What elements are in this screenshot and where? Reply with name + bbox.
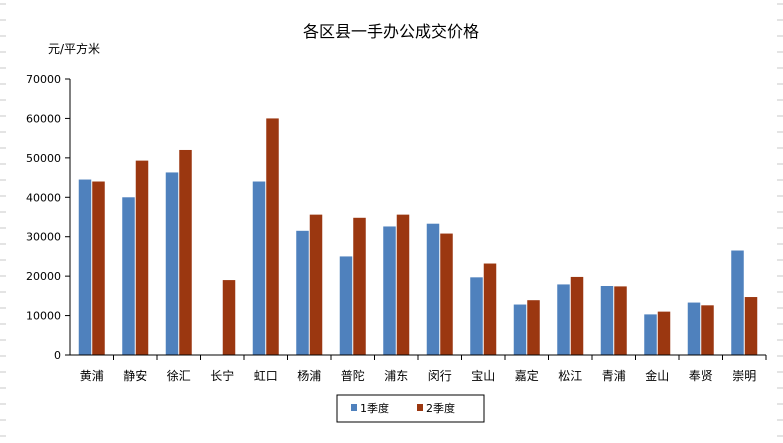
bar-徐汇-series-1 bbox=[165, 172, 179, 355]
bar-崇明-series-2 bbox=[744, 297, 758, 355]
bar-普陀-series-1 bbox=[339, 256, 353, 355]
y-axis-ticks: 0 10000 20000 30000 40000 50000 60000 70000 bbox=[26, 73, 70, 362]
x-tick-label: 嘉定 bbox=[515, 368, 539, 383]
legend-box bbox=[336, 394, 485, 423]
legend: 1季度 2季度 bbox=[336, 394, 485, 423]
x-tick-label: 黄浦 bbox=[80, 369, 104, 383]
y-tick-label: 20000 bbox=[26, 270, 61, 283]
y-tick-label: 60000 bbox=[26, 112, 61, 125]
bar-青浦-series-2 bbox=[614, 286, 627, 355]
x-tick-label: 闵行 bbox=[428, 368, 452, 383]
y-axis-unit-label: 元/平方米 bbox=[48, 41, 100, 56]
bar-奉贤-series-2 bbox=[701, 305, 714, 355]
y-tick-label: 30000 bbox=[26, 231, 61, 244]
bar-虹口-series-2 bbox=[266, 118, 279, 355]
y-tick-label: 10000 bbox=[26, 310, 61, 323]
bar-徐汇-series-2 bbox=[179, 149, 192, 355]
y-tick-label: 40000 bbox=[26, 191, 61, 204]
bar-杨浦-series-2 bbox=[309, 214, 323, 355]
bar-长宁-series-2 bbox=[222, 280, 236, 355]
bar-闵行-series-1 bbox=[426, 223, 440, 355]
bar-浦东-series-1 bbox=[383, 226, 396, 355]
bar-浦东-series-2 bbox=[396, 214, 410, 355]
x-tick-label: 金山 bbox=[645, 368, 669, 383]
bar-金山-series-2 bbox=[657, 311, 671, 355]
x-tick-label: 崇明 bbox=[732, 369, 756, 383]
bar-虹口-series-1 bbox=[252, 181, 266, 355]
x-tick-label: 奉贤 bbox=[689, 369, 713, 383]
legend-swatch-series-2 bbox=[417, 404, 423, 411]
x-axis-labels: 黄浦 静安 徐汇 长宁 虹口 杨浦 普陀 浦东 闵行 宝山 嘉定 松江 青浦 金山 奉贤 崇明 bbox=[80, 355, 767, 383]
bar-静安-series-2 bbox=[135, 160, 149, 355]
bar-宝山-series-1 bbox=[470, 277, 483, 355]
right-edge-dashes bbox=[777, 3, 783, 437]
x-tick-label: 长宁 bbox=[210, 368, 234, 383]
x-tick-label: 静安 bbox=[123, 368, 147, 383]
x-tick-label: 徐汇 bbox=[167, 368, 191, 383]
bar-杨浦-series-1 bbox=[296, 230, 309, 355]
chart-title: 各区县一手办公成交价格 bbox=[303, 22, 479, 41]
bar-宝山-series-2 bbox=[483, 263, 497, 355]
y-tick-label: 70000 bbox=[26, 73, 61, 86]
bar-闵行-series-2 bbox=[440, 233, 453, 355]
bar-松江-series-2 bbox=[570, 276, 584, 355]
x-tick-label: 虹口 bbox=[254, 369, 278, 383]
bar-黄浦-series-1 bbox=[78, 179, 92, 355]
bar-金山-series-1 bbox=[644, 314, 657, 355]
legend-label-series-2: 2季度 bbox=[426, 401, 455, 415]
bars bbox=[78, 118, 758, 355]
x-tick-label: 宝山 bbox=[471, 369, 495, 383]
bar-青浦-series-1 bbox=[600, 286, 614, 355]
x-tick-label: 杨浦 bbox=[297, 368, 321, 383]
legend-swatch-series-1 bbox=[351, 404, 357, 411]
left-edge-dashes bbox=[0, 3, 6, 437]
bar-崇明-series-1 bbox=[731, 250, 744, 355]
legend-label-series-1: 1季度 bbox=[360, 401, 389, 415]
x-tick-label: 浦东 bbox=[384, 369, 408, 383]
bar-嘉定-series-1 bbox=[513, 304, 527, 355]
x-tick-label: 青浦 bbox=[602, 369, 626, 383]
bar-普陀-series-2 bbox=[353, 217, 366, 355]
bar-松江-series-1 bbox=[557, 284, 570, 355]
y-tick-label: 50000 bbox=[26, 152, 61, 165]
x-tick-label: 普陀 bbox=[341, 368, 365, 383]
bar-黄浦-series-2 bbox=[92, 181, 105, 355]
y-tick-label: 0 bbox=[54, 349, 61, 362]
bar-静安-series-1 bbox=[122, 197, 135, 355]
bar-奉贤-series-1 bbox=[687, 302, 701, 355]
bar-嘉定-series-2 bbox=[527, 300, 540, 355]
x-tick-label: 松江 bbox=[558, 369, 582, 383]
